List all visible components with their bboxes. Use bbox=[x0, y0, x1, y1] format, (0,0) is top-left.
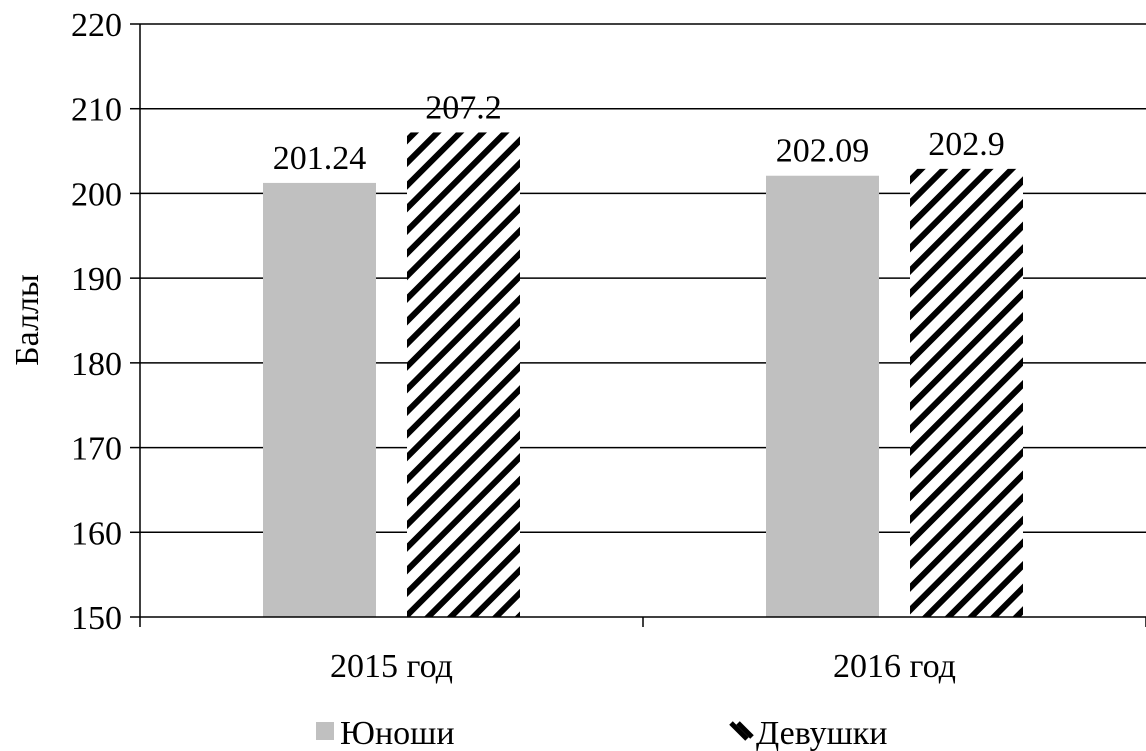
y-tick-label: 200 bbox=[71, 176, 122, 213]
x-tick-label: 2015 год bbox=[330, 648, 453, 685]
bar-yunoshi bbox=[766, 175, 879, 618]
y-tick-label: 210 bbox=[71, 92, 122, 129]
y-tick-label: 160 bbox=[71, 515, 122, 552]
x-tick-label: 2016 год bbox=[833, 648, 956, 685]
bar-yunoshi bbox=[263, 182, 376, 617]
data-label: 201.24 bbox=[273, 140, 367, 177]
legend-label: Юноши bbox=[340, 715, 455, 751]
y-tick-label: 190 bbox=[71, 261, 122, 298]
bar-devushki bbox=[910, 168, 1023, 617]
data-label: 202.9 bbox=[928, 126, 1005, 163]
data-label: 202.09 bbox=[776, 133, 870, 170]
labels: 150 160 170 180 190 200 210 220 201.24 207.2 2015 … bbox=[71, 7, 1005, 685]
data-label: 207.2 bbox=[425, 89, 502, 126]
legend-label: Девушки bbox=[756, 715, 887, 751]
y-tick-label: 180 bbox=[71, 346, 122, 383]
y-axis-title: Баллы bbox=[9, 274, 46, 366]
legend-swatch-yunoshi bbox=[316, 722, 334, 740]
y-tick-label: 150 bbox=[71, 600, 122, 637]
y-tick-label: 170 bbox=[71, 431, 122, 468]
bars bbox=[263, 132, 1023, 618]
legend-swatch-devushki bbox=[729, 721, 754, 741]
y-tick-label: 220 bbox=[71, 7, 122, 44]
bar-devushki bbox=[407, 132, 520, 618]
legend: Юноши Девушки bbox=[316, 715, 887, 751]
axes bbox=[130, 23, 1146, 627]
